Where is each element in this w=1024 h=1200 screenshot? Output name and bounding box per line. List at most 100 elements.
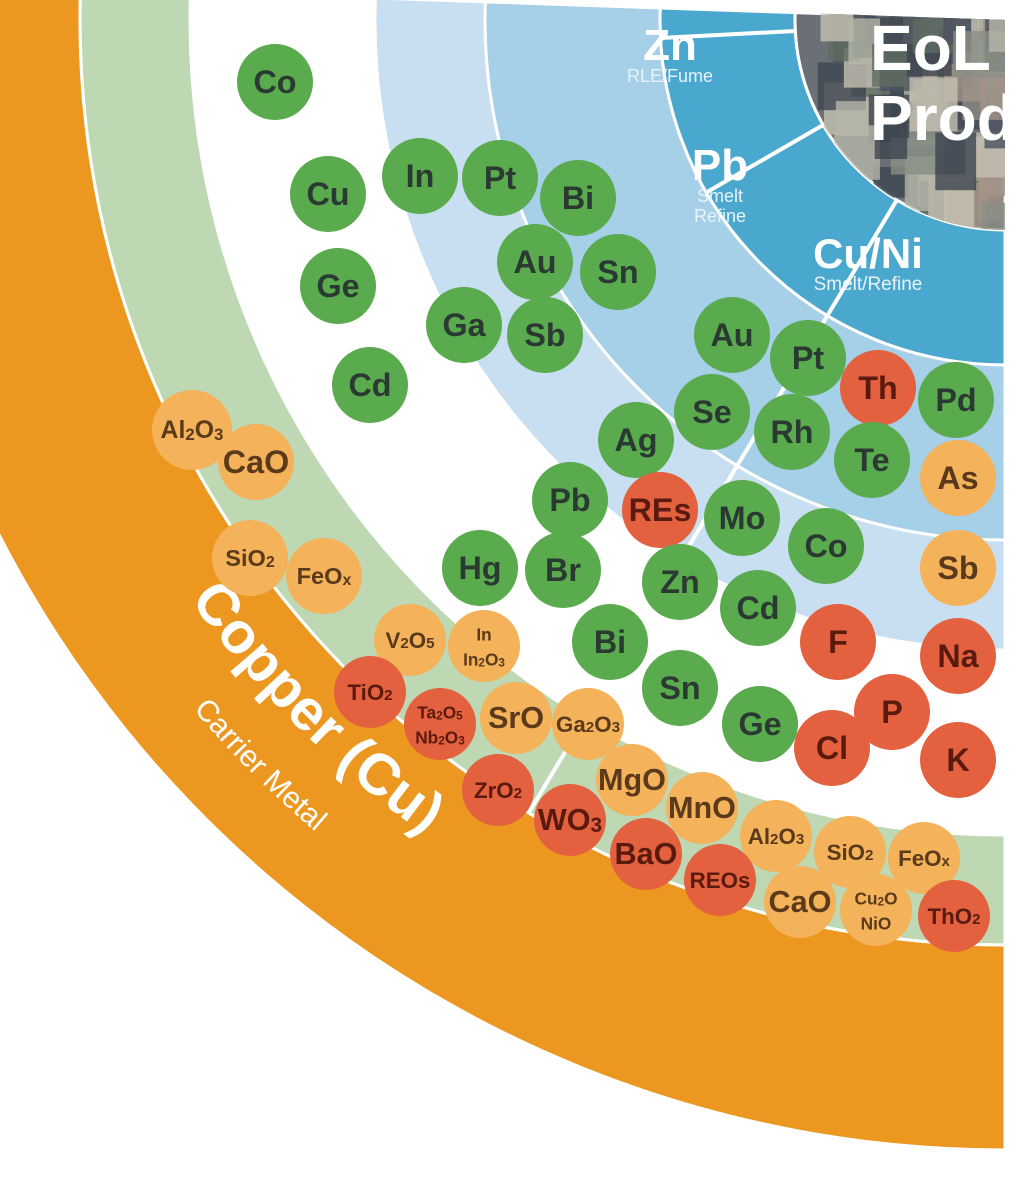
element-Ge: Ge xyxy=(722,686,798,762)
element-BaO: BaO xyxy=(610,818,682,890)
element-label: Au xyxy=(513,244,556,280)
element-Th: Th xyxy=(840,350,916,426)
element-label: Te xyxy=(854,442,889,478)
element-REOs: REOs xyxy=(684,844,756,916)
element-label: P xyxy=(881,694,903,730)
element-AlO: Al2O3 xyxy=(740,800,812,872)
element-label: Pb xyxy=(549,482,590,518)
element-label: Sb xyxy=(524,317,565,353)
element-Cu: Cu xyxy=(290,156,366,232)
sector-label-cuni: Cu/NiSmelt/Refine xyxy=(813,230,923,295)
element-label: Sn xyxy=(597,254,638,290)
element-label: Sb xyxy=(937,550,978,586)
sector-label-main-cuni: Cu/Ni xyxy=(813,230,923,277)
element-Sb: Sb xyxy=(920,530,996,606)
element-K: K xyxy=(920,722,996,798)
element-WO: WO3 xyxy=(534,784,606,856)
element-label: BaO xyxy=(615,837,678,871)
element-label: Pt xyxy=(484,160,517,196)
element-CuONiO: Cu2ONiO xyxy=(840,874,912,946)
sector-label-sub-cuni-0: Smelt/Refine xyxy=(814,274,923,295)
element-SrO: SrO xyxy=(480,682,552,754)
element-Se: Se xyxy=(674,374,750,450)
element-label: Se xyxy=(692,394,732,430)
element-label: Cd xyxy=(736,590,779,626)
element-label: Mo xyxy=(719,500,766,536)
element-Pt: Pt xyxy=(462,140,538,216)
element-label: Hg xyxy=(458,550,501,586)
element-Sn: Sn xyxy=(642,650,718,726)
element-Co: Co xyxy=(788,508,864,584)
element-label: Th xyxy=(858,370,897,406)
sector-label-sub-pb-1: Refine xyxy=(694,206,746,226)
sector-label-main-zn: Zn xyxy=(643,21,697,70)
sector-label-main-pb: Pb xyxy=(692,141,748,190)
element-label: SrO xyxy=(488,701,544,735)
element-Pd: Pd xyxy=(918,362,994,438)
metal-wheel-diagram: EoLProdZnRLE/FumePbSmeltRefineCu/NiSmelt… xyxy=(0,0,1024,1200)
element-label: Bi xyxy=(562,180,594,216)
element-REs: REs xyxy=(622,472,698,548)
element-ZrO: ZrO2 xyxy=(462,754,534,826)
element-Bi: Bi xyxy=(540,160,616,236)
element-MgO: MgO xyxy=(596,744,668,816)
sector-label-pb: PbSmeltRefine xyxy=(692,141,748,226)
element-label: Co xyxy=(804,528,847,564)
element-CaO: CaO xyxy=(218,424,294,500)
element-label: In xyxy=(476,624,491,644)
element-label: F xyxy=(828,624,848,660)
element-Pt: Pt xyxy=(770,320,846,396)
element-label: MgO xyxy=(598,763,666,797)
element-TiO: TiO2 xyxy=(334,656,406,728)
element-Au: Au xyxy=(497,224,573,300)
element-Hg: Hg xyxy=(442,530,518,606)
sector-label-sub-zn-0: RLE/Fume xyxy=(627,66,713,86)
element-GaO: Ga2O3 xyxy=(552,688,624,760)
element-Rh: Rh xyxy=(754,394,830,470)
element-Au: Au xyxy=(694,297,770,373)
element-label: Au xyxy=(710,317,753,353)
element-FeO: FeOx xyxy=(286,538,362,614)
element-Ag: Ag xyxy=(598,402,674,478)
element-label: Cl xyxy=(816,730,848,766)
element-label: Na xyxy=(937,638,979,674)
element-Zn: Zn xyxy=(642,544,718,620)
element-Cd: Cd xyxy=(332,347,408,423)
element-Cd: Cd xyxy=(720,570,796,646)
element-Pb: Pb xyxy=(532,462,608,538)
element-label: Cd xyxy=(348,367,391,403)
element-label: Co xyxy=(253,64,296,100)
element-label: CaO xyxy=(223,444,289,480)
element-F: F xyxy=(800,604,876,680)
element-label: In xyxy=(406,158,435,194)
element-Ge: Ge xyxy=(300,248,376,324)
element-InInO: InIn2O3 xyxy=(448,610,520,682)
eol-title-line2: Prod xyxy=(870,82,1016,154)
element-Ga: Ga xyxy=(426,287,502,363)
element-CaO: CaO xyxy=(764,866,836,938)
element-label: Bi xyxy=(594,624,626,660)
element-Co: Co xyxy=(237,44,313,120)
element-label: Br xyxy=(545,552,581,588)
element-circle xyxy=(448,610,520,682)
element-label: Pt xyxy=(792,340,825,376)
element-label: Ge xyxy=(316,268,359,304)
element-label: K xyxy=(946,742,970,778)
element-label: REOs xyxy=(690,868,751,893)
element-label: Ga xyxy=(442,307,486,343)
element-In: In xyxy=(382,138,458,214)
element-As: As xyxy=(920,440,996,516)
element-ThO: ThO2 xyxy=(918,880,990,952)
element-label: As xyxy=(937,460,978,496)
element-Na: Na xyxy=(920,618,996,694)
eol-title-line1: EoL xyxy=(870,12,991,84)
element-label: REs xyxy=(629,492,692,528)
element-label: Cu xyxy=(306,176,349,212)
element-label: Pd xyxy=(935,382,976,418)
sector-label-sub-pb-0: Smelt xyxy=(697,186,743,206)
element-label: MnO xyxy=(668,791,736,825)
element-label: NiO xyxy=(861,914,892,934)
element-SiO: SiO2 xyxy=(212,520,288,596)
element-Bi: Bi xyxy=(572,604,648,680)
element-circle xyxy=(840,874,912,946)
